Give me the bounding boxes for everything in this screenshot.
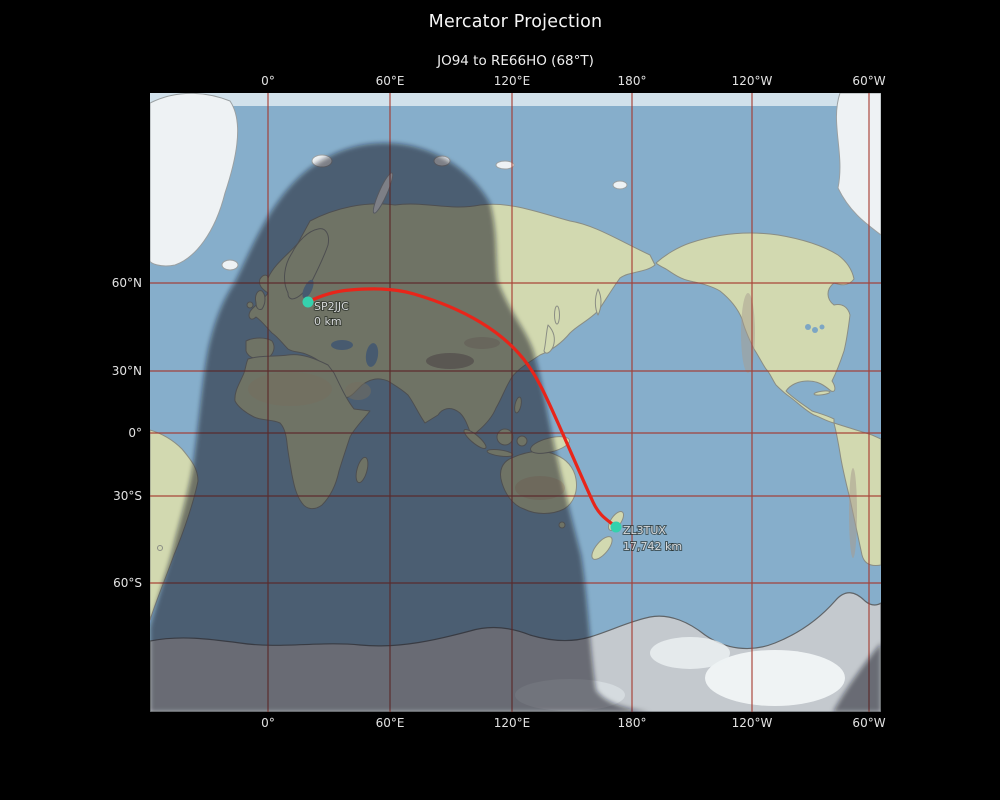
y-axis-tick: 30°N <box>111 364 142 378</box>
world-map: SP2JJC 0 km ZL3TUX 17,742 km <box>150 93 881 712</box>
page-title: Mercator Projection <box>428 12 603 32</box>
x-axis-tick-top: 120°W <box>731 74 773 88</box>
landmass-nz-south-island <box>591 536 613 560</box>
island-wrangel <box>612 180 628 190</box>
x-axis-tick-top: 0° <box>261 74 275 88</box>
x-axis-tick-bottom: 180° <box>617 716 647 730</box>
landmass-kamchatka <box>594 288 602 316</box>
x-axis-tick-top: 60°E <box>375 74 405 88</box>
station-callsign-label: ZL3TUX <box>623 524 666 537</box>
x-axis-tick-bottom: 0° <box>261 716 275 730</box>
station-callsign-label: SP2JJC <box>314 300 349 313</box>
y-axis-tick: 60°N <box>111 276 142 290</box>
station-distance-label: 17,742 km <box>623 540 682 553</box>
great-lakes <box>819 324 825 330</box>
station-marker-zl3tux <box>610 521 622 533</box>
great-lakes <box>812 327 818 333</box>
great-lakes <box>805 324 811 330</box>
arctic-sea-ice <box>150 93 881 106</box>
y-axis-tick: 60°S <box>113 576 142 590</box>
y-axis-tick: 30°S <box>113 489 142 503</box>
x-axis-tick-bottom: 120°W <box>731 716 773 730</box>
island-sakhalin <box>554 305 560 325</box>
terminator-shadow-corner <box>833 643 881 712</box>
x-axis-tick-top: 180° <box>617 74 647 88</box>
landmass-greenland <box>150 93 239 267</box>
island-cuba <box>813 390 831 396</box>
landmass-arctic-canada <box>835 93 881 236</box>
x-axis-tick-bottom: 60°W <box>852 716 886 730</box>
x-axis-tick-bottom: 60°E <box>375 716 405 730</box>
y-axis-tick: 0° <box>128 426 142 440</box>
landmass-japan <box>543 324 555 354</box>
station-distance-label: 0 km <box>314 315 342 328</box>
island-new-siberian <box>495 160 515 170</box>
night-terminator <box>150 143 881 712</box>
x-axis-tick-bottom: 120°E <box>493 716 531 730</box>
x-axis-tick-top: 60°W <box>852 74 886 88</box>
ice-sheets <box>150 93 881 271</box>
plot-subtitle: JO94 to RE66HO (68°T) <box>437 53 594 69</box>
great-circle-path <box>306 287 618 529</box>
terminator-shadow <box>150 143 650 712</box>
island-iceland <box>221 259 239 271</box>
x-axis-tick-top: 120°E <box>493 74 531 88</box>
island-coastal <box>157 545 163 551</box>
station-marker-sp2jjc <box>302 296 314 308</box>
